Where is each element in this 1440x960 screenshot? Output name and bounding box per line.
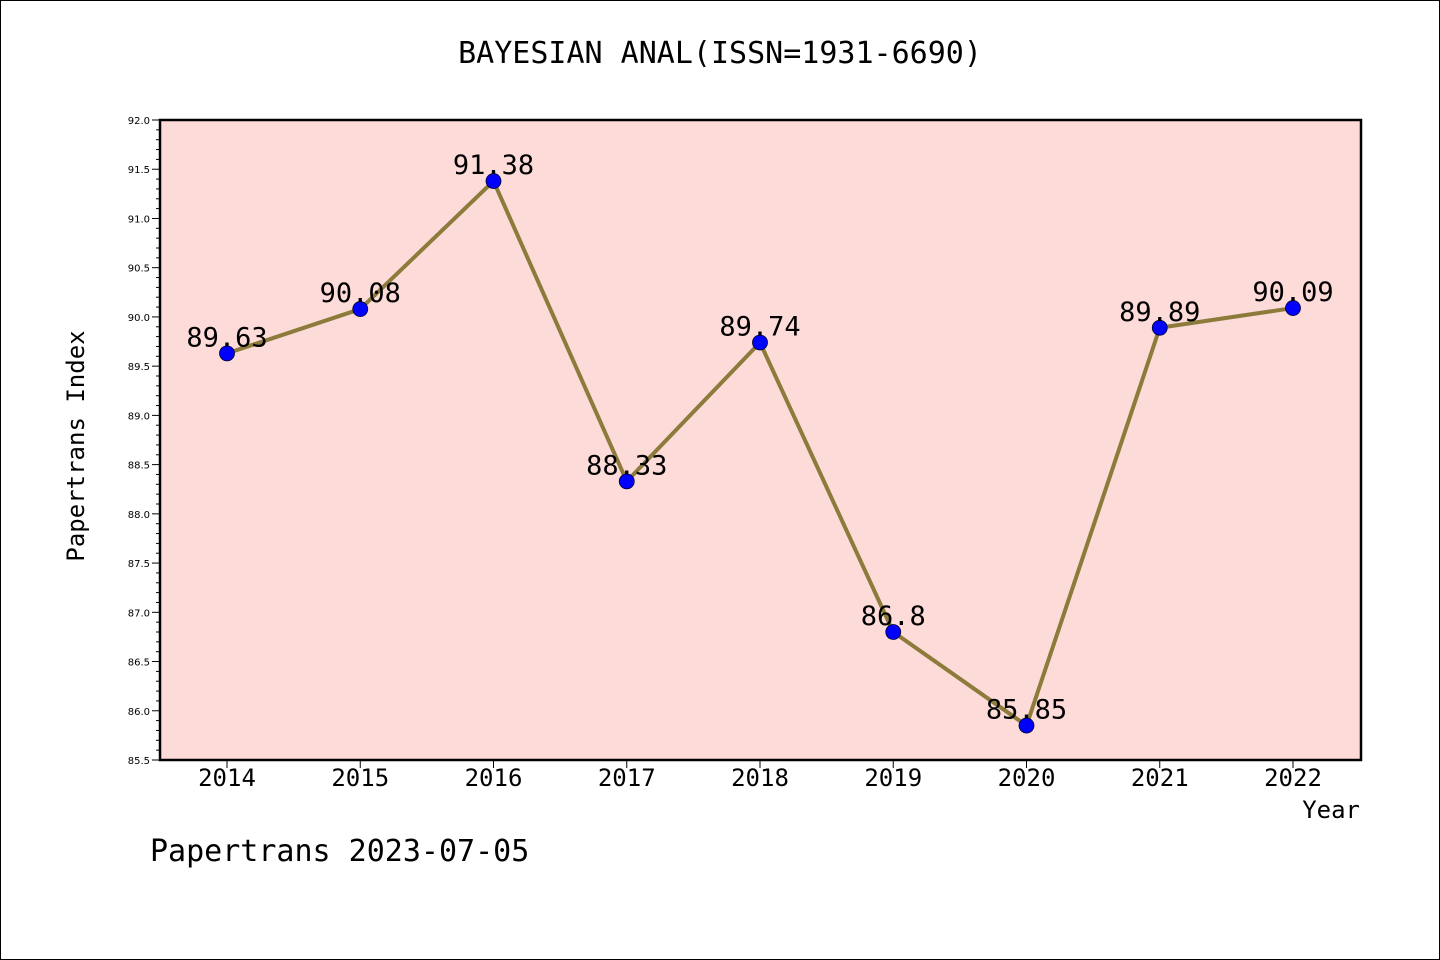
x-tick-label: 2014 (198, 764, 256, 792)
data-point (752, 334, 768, 351)
data-label: 90.09 (1252, 277, 1333, 308)
data-point (219, 345, 235, 362)
data-label: 88.33 (586, 450, 667, 481)
y-tick-label: 89.0 (128, 411, 150, 422)
data-point (485, 173, 502, 189)
y-tick-label: 88.5 (128, 461, 150, 472)
data-label: 91.38 (453, 150, 534, 181)
data-point (352, 301, 369, 317)
y-tick-label: 87.0 (128, 608, 150, 619)
data-label: 89.89 (1119, 297, 1200, 328)
y-tick-label: 91.0 (128, 214, 150, 225)
x-tick-label: 2021 (1131, 764, 1189, 792)
y-tick-label: 91.5 (128, 165, 150, 176)
series-points-group (219, 173, 1301, 734)
y-tick-label: 92.0 (128, 116, 150, 127)
data-label: 90.08 (320, 278, 401, 309)
x-tick-label: 2018 (731, 764, 789, 792)
data-label: 86.8 (861, 601, 926, 632)
data-point (1285, 300, 1301, 316)
x-axis-label: Year (1302, 796, 1360, 824)
plot-border (158, 118, 1363, 762)
y-tick-label: 87.5 (128, 559, 150, 570)
footer-text: Papertrans 2023-07-05 (150, 834, 530, 869)
y-axis-ticks: 85.5 86.0 86.5 87.0 87.5 88.0 88.5 89.0 89.5 90.0… (128, 116, 160, 767)
x-tick-label: 2017 (598, 764, 656, 792)
y-axis-label: Papertrans Index (62, 330, 90, 562)
y-tick-label: 86.5 (128, 658, 150, 669)
x-tick-label: 2020 (998, 764, 1056, 792)
data-label: 85.85 (986, 695, 1067, 726)
x-tick-label: 2016 (465, 764, 523, 792)
x-tick-label: 2015 (331, 764, 389, 792)
data-label: 89.63 (186, 322, 267, 353)
data-point (1018, 717, 1035, 734)
chart-title: BAYESIAN ANAL(ISSN=1931-6690) (458, 36, 982, 71)
data-point (1151, 319, 1168, 336)
y-tick-label: 90.5 (128, 264, 150, 275)
y-tick-label: 86.0 (128, 707, 150, 718)
y-tick-label: 89.5 (128, 362, 150, 373)
y-tick-label: 85.5 (128, 756, 150, 767)
plot-area (160, 120, 1361, 760)
x-tick-label: 2019 (864, 764, 922, 792)
x-axis-ticks: 2014 2015 2016 2017 2018 2019 2020 2021 2022 (198, 760, 1322, 792)
data-point (618, 473, 635, 490)
data-point (885, 624, 902, 640)
x-tick-label: 2022 (1264, 764, 1322, 792)
y-tick-label: 90.0 (128, 313, 150, 324)
y-tick-label: 88.0 (128, 510, 150, 521)
data-label: 89.74 (719, 312, 800, 343)
data-labels-group: 89.63 90.08 91.38 88.33 89.74 86.8 85.85 89.89 9… (186, 150, 1333, 725)
